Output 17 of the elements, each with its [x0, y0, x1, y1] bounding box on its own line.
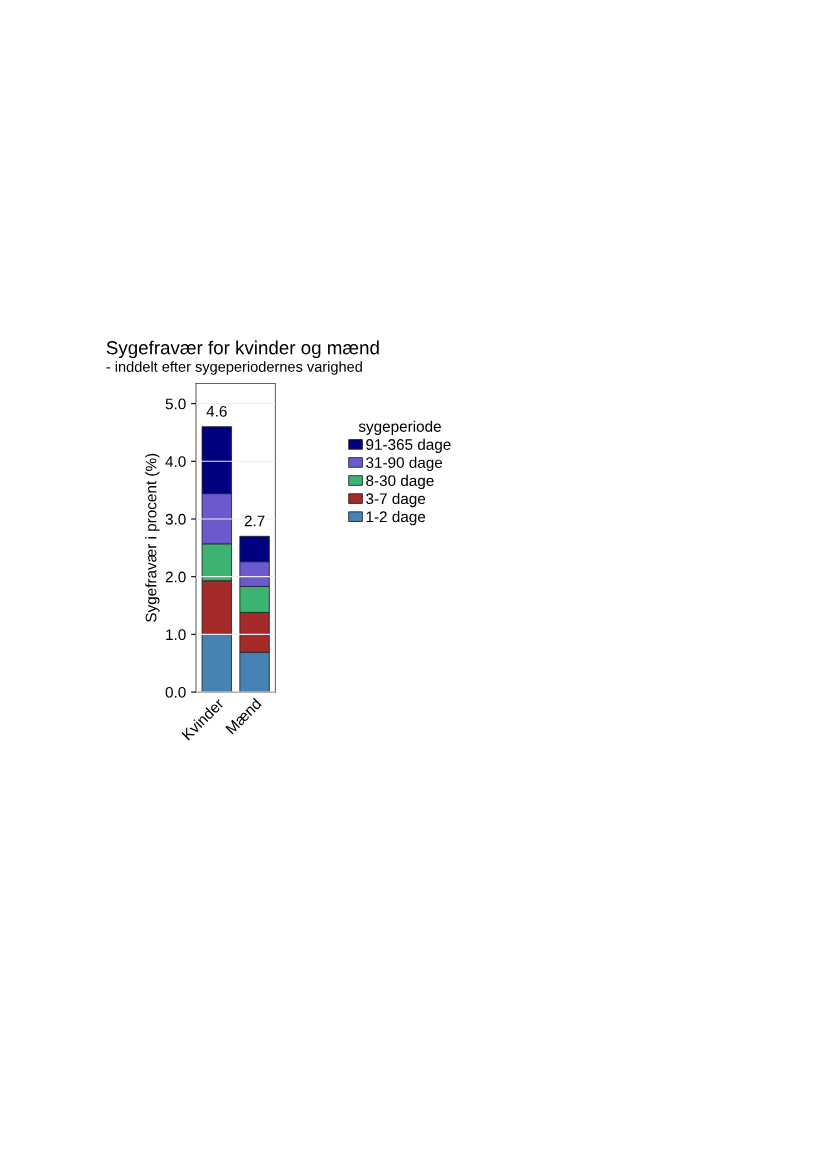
y-tick-label: 4.0: [165, 456, 186, 467]
legend-label: 8-30 dage: [366, 474, 434, 490]
y-tick-label: 3.0: [165, 513, 186, 525]
y-tick-label: 0.0: [165, 686, 186, 698]
chart-subtitle: - inddelt efter sygeperiodernes varighed: [106, 361, 362, 375]
y-tick-label: 2.0: [165, 571, 186, 583]
y-tick-label: 1.0: [166, 629, 186, 641]
total-label: 4.6: [206, 405, 227, 417]
y-tick-label: 5.0: [165, 398, 186, 410]
legend-label: 31-90 dage: [366, 456, 443, 472]
y-axis-title: Sygefravær i procent (%): [145, 453, 160, 622]
legend-label: 91-365 dage: [366, 438, 451, 453]
legend-label: 1-2 dage: [366, 510, 426, 526]
total-label: 2.7: [244, 515, 265, 527]
chart-title: Sygefravær for kvinder og mænd: [106, 340, 379, 359]
legend-title: sygeperiode: [358, 420, 441, 435]
legend-label: 3-7 dage: [366, 492, 426, 508]
